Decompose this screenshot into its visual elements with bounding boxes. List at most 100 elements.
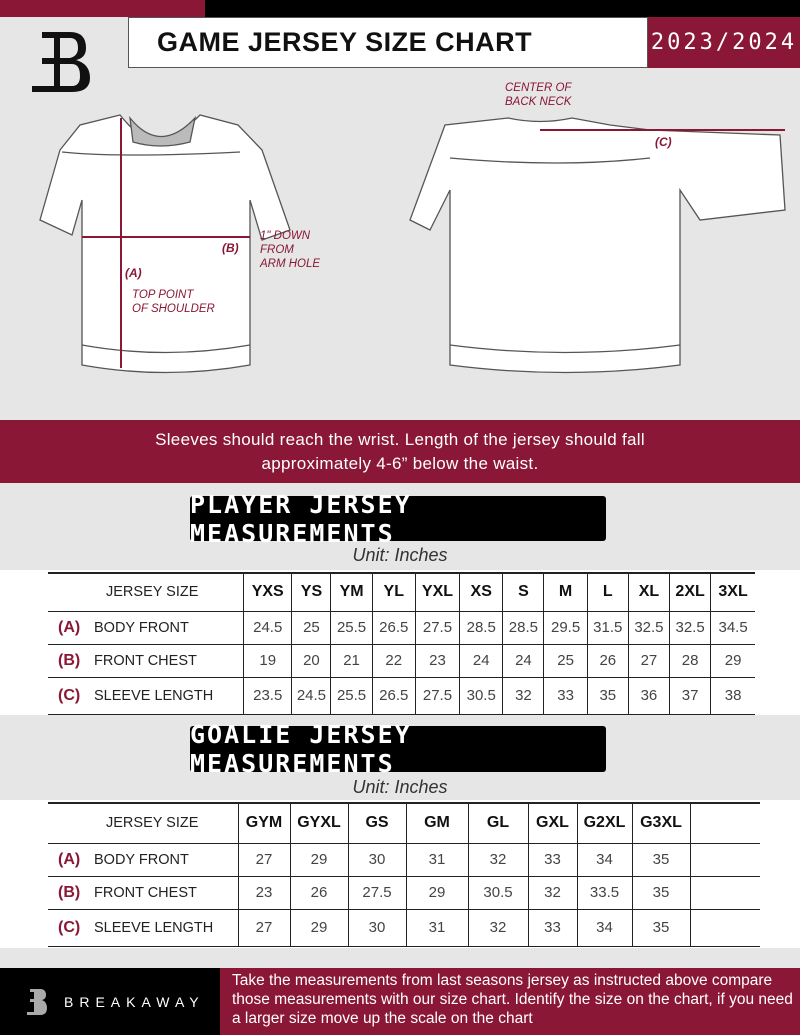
- label-b: (B): [222, 241, 239, 255]
- center-back-neck-label: CENTER OF BACK NECK: [505, 81, 571, 109]
- row-label: (C) SLEEVE LENGTH: [48, 677, 244, 714]
- measurement-cell: 27.5: [347, 876, 406, 909]
- measurement-cell: 30.5: [467, 876, 528, 909]
- breakaway-logo-small: [27, 988, 47, 1015]
- jersey-front-drawing: [39, 114, 291, 374]
- brand-name: BREAKAWAY: [64, 993, 205, 1010]
- measurement-cell: 28: [669, 644, 711, 677]
- measurement-cell: 26: [289, 876, 348, 909]
- measurement-cell: 26: [586, 644, 629, 677]
- row-name: SLEEVE LENGTH: [94, 687, 214, 704]
- measurement-cell: 31: [405, 909, 468, 946]
- table-row: (A) BODY FRONT 27 29 30 31 32 33 34 35: [48, 843, 760, 876]
- arm-hole-label: 1" DOWN FROM ARM HOLE: [260, 229, 320, 271]
- goalie-unit: Unit: Inches: [352, 777, 448, 797]
- measurement-lines-front: [82, 118, 250, 368]
- measurement-cell: 25: [291, 611, 331, 644]
- annotation-line: ARM HOLE: [260, 258, 321, 270]
- measurement-cell: 19: [243, 644, 292, 677]
- annotation-line: OF SHOULDER: [132, 303, 215, 315]
- measurement-cell: 32.5: [669, 611, 711, 644]
- top-point-label: TOP POINT OF SHOULDER: [132, 288, 215, 316]
- measurement-cell: 33.5: [576, 876, 632, 909]
- size-header: YM: [330, 573, 373, 611]
- top-accent-black: [205, 0, 800, 17]
- size-header: 2XL: [669, 573, 711, 611]
- measurement-cell: 21: [330, 644, 373, 677]
- jersey-size-label: JERSEY SIZE: [106, 815, 199, 832]
- row-letter: (B): [58, 651, 81, 669]
- measurement-cell: 29: [289, 909, 348, 946]
- table-header-row: JERSEY SIZE GYM GYXL GS GM GL GXL G2XL G3XL: [48, 803, 760, 843]
- measurement-cell: 37: [669, 677, 711, 714]
- row-letter: (A): [58, 618, 81, 636]
- instruction-line: approximately 4-6” below the waist.: [261, 454, 539, 473]
- goalie-section-title: GOALIE JERSEY MEASUREMENTS: [190, 720, 606, 778]
- annotation-line: CENTER OF: [505, 82, 572, 94]
- measurement-cell: 32: [467, 909, 528, 946]
- table-row: (B) FRONT CHEST 23 26 27.5 29 30.5 32 33.5 35: [48, 876, 760, 909]
- measurement-cell: 36: [627, 677, 670, 714]
- size-header: XL: [627, 573, 670, 611]
- instruction-line: Sleeves should reach the wrist. Length o…: [155, 430, 645, 449]
- measurement-cell: [689, 876, 760, 909]
- measurement-cell: 28.5: [502, 611, 544, 644]
- row-label: (A) BODY FRONT: [48, 611, 244, 644]
- measurement-cell: 32: [467, 843, 528, 876]
- row-letter: (A): [58, 850, 81, 868]
- measurement-cell: [689, 843, 760, 876]
- row-label: (A) BODY FRONT: [48, 843, 238, 876]
- size-header: YXS: [243, 573, 292, 611]
- size-header: [689, 803, 760, 843]
- measurement-cell: 33: [527, 909, 577, 946]
- size-header: XS: [459, 573, 503, 611]
- jersey-diagram: [39, 114, 786, 374]
- size-header: GXL: [527, 803, 577, 843]
- player-section-title: PLAYER JERSEY MEASUREMENTS: [190, 490, 606, 548]
- measurement-cell: 29: [405, 876, 468, 909]
- measurement-cell: 22: [371, 644, 416, 677]
- jersey-size-label: JERSEY SIZE: [106, 584, 199, 601]
- annotation-line: 1" DOWN: [260, 230, 311, 242]
- size-header: GYXL: [289, 803, 348, 843]
- player-size-table: JERSEY SIZE YXS YS YM YL YXL XS S M L XL 2XL 3XL (A) B…: [48, 572, 755, 715]
- measurement-cell: 32.5: [627, 611, 670, 644]
- measurement-cell: 25: [543, 644, 588, 677]
- top-accent-maroon: [0, 0, 205, 17]
- measurement-cell: 29.5: [543, 611, 588, 644]
- row-letter: (B): [58, 883, 81, 901]
- measurement-cell: 24: [459, 644, 503, 677]
- measurement-cell: 29: [289, 843, 348, 876]
- measurement-cell: 23.5: [243, 677, 292, 714]
- jersey-back-drawing: [409, 117, 786, 374]
- row-letter: (C): [58, 686, 81, 704]
- size-header: 3XL: [710, 573, 755, 611]
- measurement-cell: 35: [586, 677, 629, 714]
- footer-note: Take the measurements from last seasons …: [220, 968, 800, 1035]
- label-c: (C): [655, 135, 672, 149]
- size-header: GL: [467, 803, 528, 843]
- measurement-cell: 32: [527, 876, 577, 909]
- footer-brand: BREAKAWAY: [0, 968, 220, 1035]
- measurement-cell: 29: [710, 644, 755, 677]
- size-header: GYM: [237, 803, 290, 843]
- measurement-cell: 27: [627, 644, 670, 677]
- row-name: FRONT CHEST: [94, 652, 197, 669]
- measurement-cell: 25.5: [330, 677, 373, 714]
- measurement-cell: 23: [414, 644, 460, 677]
- measurement-cell: 26.5: [371, 611, 416, 644]
- measurement-cell: 34.5: [710, 611, 755, 644]
- measurement-cell: 33: [543, 677, 588, 714]
- table-row: (B) FRONT CHEST 19 20 21 22 23 24 24 25 26 27 28 29: [48, 644, 755, 677]
- annotation-line: FROM: [260, 244, 294, 256]
- measurement-cell: 27.5: [414, 677, 460, 714]
- size-header: GS: [347, 803, 406, 843]
- row-label: (B) FRONT CHEST: [48, 876, 238, 909]
- measurement-cell: 28.5: [459, 611, 503, 644]
- measurement-cell: 24: [502, 644, 544, 677]
- size-header: G2XL: [576, 803, 632, 843]
- breakaway-logo: [32, 32, 90, 92]
- measurement-cell: 24.5: [243, 611, 292, 644]
- size-header: S: [502, 573, 544, 611]
- measurement-cell: 30: [347, 909, 406, 946]
